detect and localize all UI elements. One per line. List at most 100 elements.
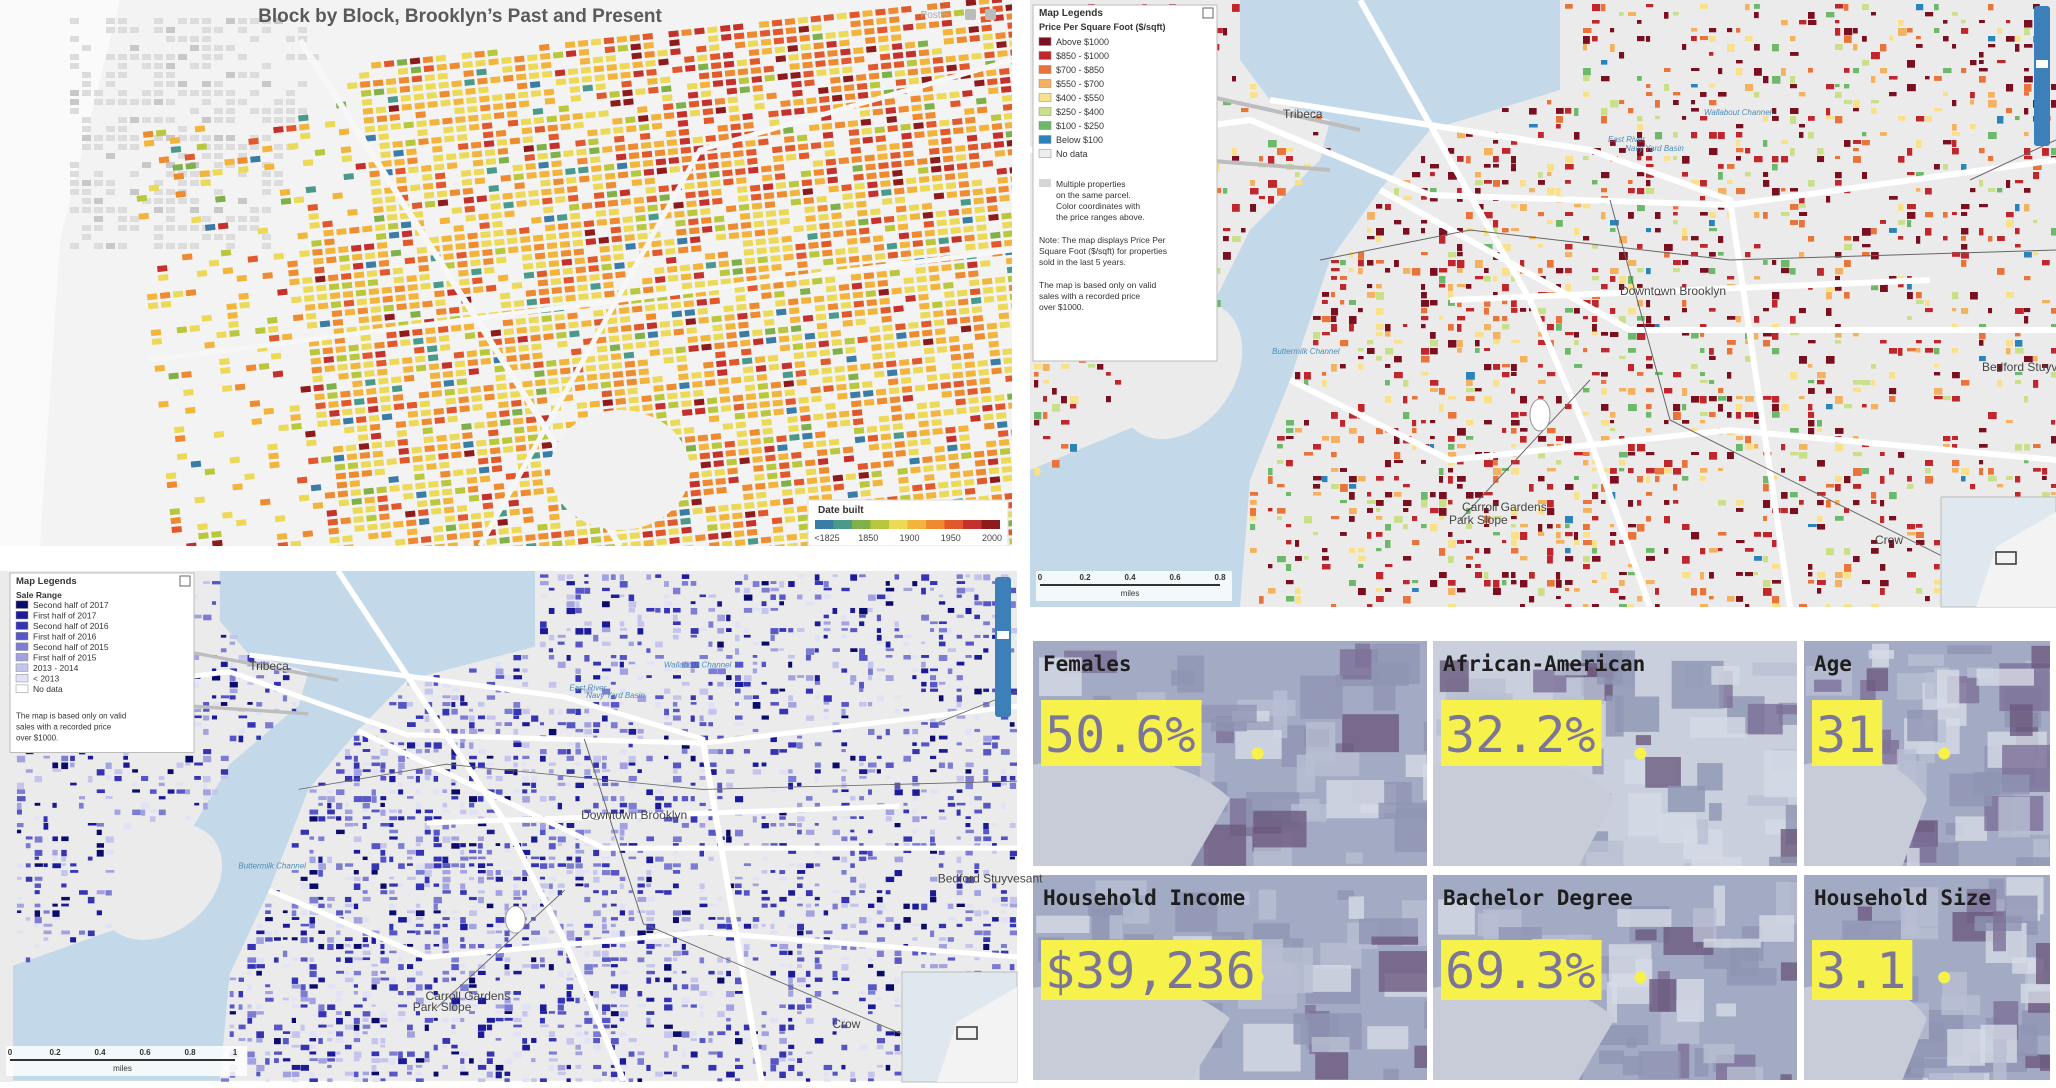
- parcel: [1268, 196, 1275, 204]
- building: [822, 376, 833, 384]
- building: [984, 51, 995, 59]
- building: [724, 440, 736, 448]
- parcel: [1574, 332, 1579, 338]
- building: [955, 271, 966, 279]
- parcel: [2024, 156, 2033, 160]
- building: [437, 443, 448, 451]
- building: [190, 45, 199, 51]
- parcel: [1961, 244, 1968, 250]
- parcel: [1610, 44, 1615, 52]
- parcel: [1331, 452, 1337, 458]
- building: [446, 533, 458, 541]
- parcel: [1916, 300, 1924, 305]
- parcel: [1547, 324, 1554, 331]
- parcel: [1250, 180, 1255, 186]
- parcel: [1853, 236, 1860, 242]
- parcel: [1709, 356, 1716, 360]
- building: [250, 72, 259, 78]
- share-icon[interactable]: [985, 9, 996, 20]
- parcel: [1673, 412, 1681, 420]
- building: [636, 223, 647, 231]
- parcel: [1619, 276, 1627, 284]
- building: [783, 135, 795, 143]
- parcel: [1997, 380, 2003, 387]
- building: [204, 341, 215, 349]
- building: [883, 215, 895, 223]
- parcel: [1799, 132, 1804, 138]
- building: [216, 331, 227, 339]
- building: [118, 99, 127, 105]
- building: [516, 200, 527, 208]
- building: [849, 382, 860, 390]
- building: [396, 176, 407, 184]
- parcel: [1808, 68, 1813, 73]
- share-icon[interactable]: [965, 9, 976, 20]
- building: [704, 370, 715, 378]
- building: [733, 403, 745, 411]
- parcel: [1799, 92, 1806, 97]
- parcel: [1601, 212, 1606, 220]
- parcel: [2006, 476, 2013, 480]
- parcel: [1610, 540, 1616, 546]
- building: [701, 470, 713, 478]
- building: [142, 54, 151, 60]
- parcel: [1808, 132, 1814, 139]
- parcel: [2051, 372, 2056, 378]
- building: [336, 481, 348, 489]
- parcel: [1700, 348, 1705, 353]
- parcel: [1700, 420, 1706, 424]
- parcel: [1718, 172, 1723, 180]
- building: [964, 361, 976, 369]
- building: [250, 216, 259, 222]
- parcel: [2024, 308, 2031, 313]
- parcel: [1376, 324, 1384, 331]
- parcel: [1340, 284, 1347, 290]
- building: [399, 330, 410, 338]
- building: [547, 368, 558, 376]
- parcel: [1313, 492, 1322, 496]
- parcel: [1970, 188, 1976, 193]
- building: [358, 442, 370, 450]
- building: [772, 28, 784, 36]
- parcel: [1790, 108, 1799, 115]
- building: [991, 123, 1003, 131]
- parcel: [1565, 524, 1570, 529]
- parcel: [1601, 436, 1610, 444]
- building: [819, 222, 830, 230]
- building: [736, 430, 748, 438]
- parcel: [1907, 148, 1913, 156]
- parcel: [1772, 164, 1778, 171]
- parcel: [1439, 316, 1444, 320]
- building: [721, 160, 732, 168]
- building: [480, 231, 491, 239]
- building: [904, 159, 915, 167]
- parcel: [1673, 268, 1680, 273]
- building: [787, 542, 799, 546]
- parcel: [2024, 460, 2029, 464]
- parcel: [1322, 548, 1328, 553]
- parcel: [1889, 196, 1898, 200]
- parcel: [1430, 188, 1437, 194]
- parcel: [1430, 492, 1436, 498]
- parcel: [1916, 188, 1921, 192]
- parcel: [1466, 492, 1474, 499]
- building: [620, 71, 631, 79]
- parcel: [1493, 500, 1499, 507]
- parcel: [1853, 108, 1859, 112]
- building: [950, 480, 962, 488]
- building: [848, 255, 860, 263]
- poster-link[interactable]: Poster: [921, 10, 951, 21]
- parcel: [1889, 468, 1895, 475]
- parcel: [1439, 236, 1446, 244]
- building: [250, 207, 259, 213]
- parcel: [1610, 220, 1619, 226]
- building: [708, 44, 720, 52]
- building: [742, 366, 754, 374]
- parcel: [1655, 476, 1660, 483]
- building: [393, 520, 404, 528]
- parcel: [1700, 196, 1706, 201]
- building: [154, 234, 163, 240]
- parcel: [1808, 404, 1813, 411]
- building: [442, 244, 453, 252]
- parcel: [1970, 292, 1978, 300]
